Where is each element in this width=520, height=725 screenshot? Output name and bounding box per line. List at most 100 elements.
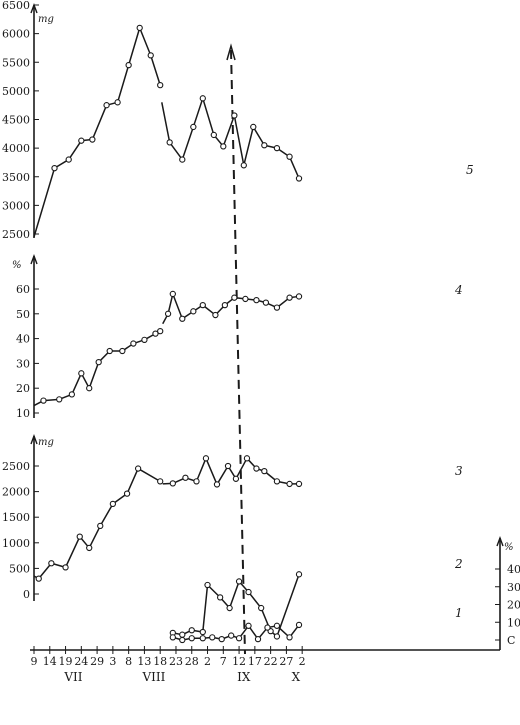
series-3-point: [253, 465, 260, 472]
series-5-point: [199, 95, 206, 102]
series-3-point: [109, 500, 117, 508]
series-3-point: [224, 462, 232, 470]
series-lines-layer: [33, 27, 300, 641]
series-4-point: [286, 294, 293, 301]
month-label-VIII: VIII: [141, 670, 165, 684]
series-5-point: [125, 61, 132, 69]
series-5-point: [210, 131, 217, 139]
series-5-point: [51, 165, 58, 172]
unit-label-p12: %: [504, 542, 514, 553]
y-tick-label: 3000: [2, 199, 30, 212]
y-tick-label: 5000: [2, 85, 30, 98]
series-3-point: [76, 533, 83, 540]
series-4-point: [141, 336, 148, 343]
period-separator-dashed-line: [230, 49, 246, 655]
series-2-point: [258, 604, 265, 612]
y-tick-label: 1500: [2, 511, 30, 524]
series-2-point: [188, 627, 195, 634]
x-tick-label: 24: [74, 655, 88, 668]
unit-label-p5: mg: [38, 14, 54, 25]
y-tick-label: 20: [507, 599, 520, 612]
series-3-point: [169, 480, 176, 487]
series-1-point: [199, 635, 206, 642]
series-4-point: [295, 293, 303, 300]
series-1-point: [286, 634, 293, 641]
series-4-point: [212, 311, 219, 319]
x-tick-label: 13: [137, 655, 151, 668]
series-4-point: [221, 301, 229, 309]
y-tick-label: 0: [23, 588, 30, 601]
series-4-point: [78, 370, 85, 377]
y-tick-label: 5500: [2, 56, 30, 69]
series-label-4: 4: [454, 283, 463, 297]
series-1-point: [254, 635, 262, 643]
series-4-point: [169, 290, 176, 298]
x-tick-label: 23: [169, 655, 183, 668]
series-5-point: [286, 153, 293, 160]
series-5-point: [295, 175, 303, 182]
series-4-point: [231, 294, 238, 301]
y-tick-label: 2500: [2, 228, 30, 241]
series-label-1: 1: [455, 606, 463, 620]
series-5-line-segment-0: [33, 27, 161, 238]
x-tick-label: 9: [31, 655, 38, 668]
series-3-point: [134, 465, 142, 472]
series-4-point: [152, 330, 159, 337]
series-5-line-segment-1: [161, 97, 300, 179]
x-tick-label: 29: [90, 655, 104, 668]
series-4-point: [95, 359, 102, 366]
series-4-point: [253, 297, 260, 304]
series-1-point: [245, 622, 252, 629]
series-4-point: [56, 396, 63, 403]
series-4-point: [119, 347, 126, 355]
series-5-point: [250, 123, 257, 131]
series-3-point: [35, 575, 42, 582]
series-4-point: [130, 340, 137, 347]
series-5-point: [220, 143, 227, 150]
series-1-point: [179, 636, 186, 644]
y-tick-label: 60: [16, 283, 30, 296]
series-label-5: 5: [466, 163, 474, 177]
series-4-point: [157, 328, 164, 335]
series-4-point: [86, 385, 93, 392]
unit-label-p4: %: [12, 260, 22, 271]
series-4-point: [273, 304, 281, 311]
x-tick-label: 2: [299, 655, 306, 668]
series-5-point: [157, 82, 164, 89]
series-3-point: [202, 455, 210, 462]
y-tick-label: 3500: [2, 171, 30, 184]
series-5-point: [273, 144, 281, 152]
series-4-point: [40, 397, 47, 404]
y-axis-arrow-p12: [496, 536, 504, 547]
month-label-X: X: [292, 670, 301, 684]
series-label-2: 2: [454, 557, 463, 571]
y-tick-label: 10: [507, 616, 520, 629]
axes-layer: [30, 3, 504, 655]
x-tick-label: 27: [279, 655, 293, 668]
series-5-point: [114, 99, 121, 106]
data-markers-layer: [35, 24, 303, 644]
series-4-point: [179, 315, 186, 322]
y-tick-label: 4000: [2, 142, 30, 155]
series-5-point: [147, 52, 154, 59]
series-3-point: [62, 564, 69, 571]
y-tick-label: 6000: [2, 28, 30, 41]
series-3-point: [261, 467, 268, 475]
series-2-point: [226, 604, 233, 612]
series-5-point: [103, 102, 110, 109]
y-tick-label: 10: [16, 407, 30, 420]
series-4-point: [242, 295, 249, 303]
series-4-point: [190, 308, 197, 315]
series-4-point: [164, 310, 172, 317]
y-tick-label: 2500: [2, 460, 30, 473]
month-label-IX: IX: [237, 670, 251, 684]
series-5-point: [231, 112, 238, 119]
x-tick-label: 19: [59, 655, 73, 668]
series-2-point: [204, 581, 211, 589]
x-tick-label: 18: [153, 655, 167, 668]
x-tick-label: 14: [43, 655, 57, 668]
x-tick-label: 7: [220, 655, 227, 668]
series-2-point: [245, 588, 252, 596]
y-tick-label: 4500: [2, 114, 30, 127]
